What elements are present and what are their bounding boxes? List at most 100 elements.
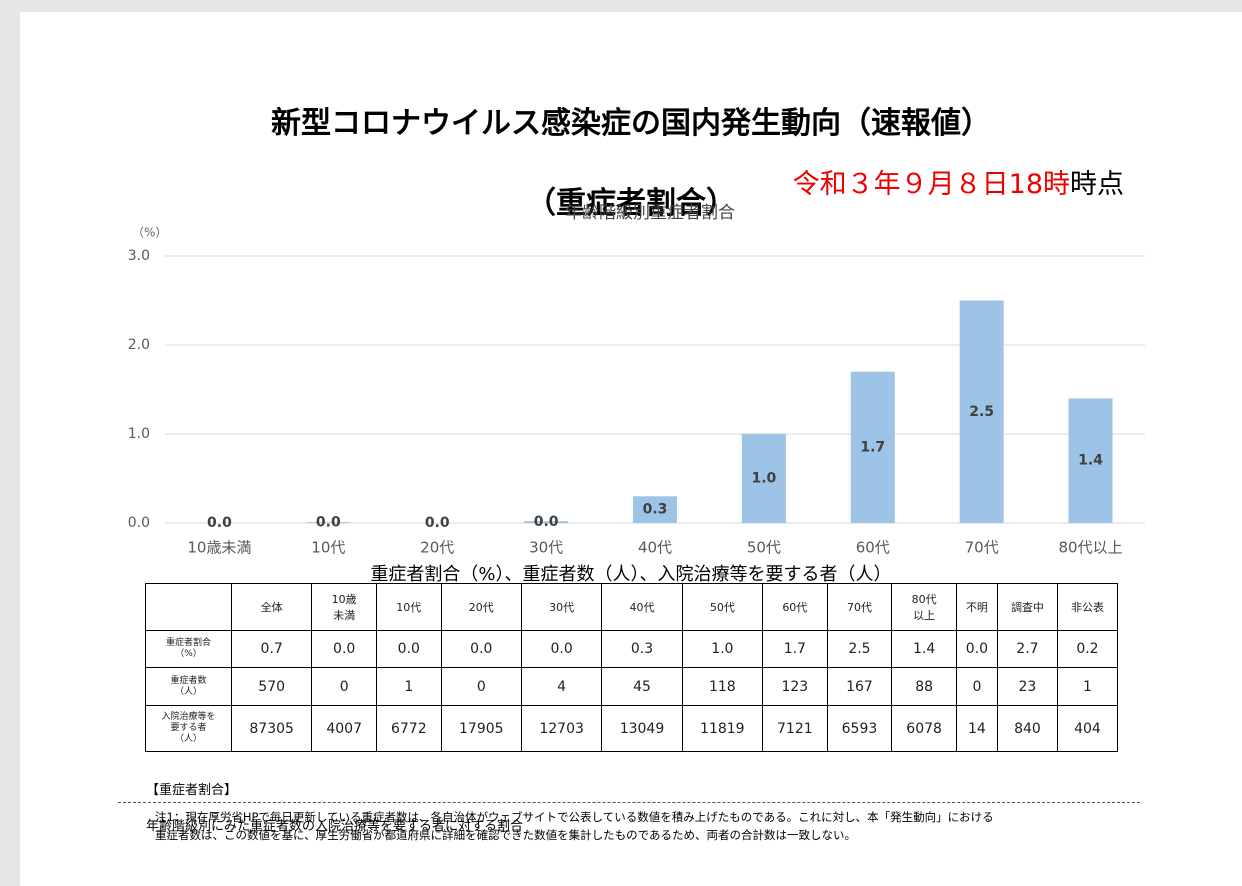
table-cell: 7121	[762, 705, 828, 752]
value-label: 1.7	[860, 439, 885, 455]
note: 注1：現在厚労省HPで毎日更新している重症者数は、各自治体がウェブサイトで公表し…	[155, 810, 994, 842]
x-tick-label: 30代	[529, 539, 563, 557]
y-tick-label: 3.0	[128, 248, 150, 264]
title-line: （重症者割合）	[526, 186, 736, 221]
table-cell: 118	[681, 667, 764, 706]
table-cell: 0.0	[520, 630, 603, 668]
chart: 年齢階級別重症者割合 （%） 0.0 1.0 2.0 3.0 10歳未満 0.0 10代 0.0 2…	[128, 203, 1145, 557]
table-cell: 167	[826, 667, 893, 706]
table-cell: 0	[440, 667, 522, 706]
table-cell: 570	[230, 667, 313, 706]
table-cell: 2.7	[996, 630, 1058, 668]
table-cell: 40代	[601, 583, 683, 631]
bar	[959, 300, 1004, 523]
table-cell: 0	[311, 667, 377, 706]
table-cell: 1.0	[681, 630, 764, 668]
x-tick-label: 80代以上	[1059, 539, 1123, 557]
table-cell: 13049	[601, 705, 683, 752]
table-row: 入院治療等を 要する者 （人） 87305 4007 6772 17905 12703 13…	[145, 705, 1119, 752]
x-tick-label: 60代	[856, 539, 890, 557]
table-cell: 全体	[230, 583, 313, 631]
chart-title: 年齢階級別重症者割合	[565, 203, 735, 223]
x-tick-label: 50代	[747, 539, 781, 557]
value-label: 1.4	[1078, 453, 1103, 469]
table-cell: 2.5	[826, 630, 893, 668]
x-tick-label: 70代	[965, 539, 999, 557]
y-tick-label: 1.0	[128, 426, 150, 442]
table-cell: 4	[520, 667, 603, 706]
table-cell: 123	[762, 667, 828, 706]
table-cell: 0	[955, 667, 998, 706]
x-tick-label: 20代	[420, 539, 454, 557]
value-label: 0.0	[207, 515, 232, 531]
table-cell: 30代	[520, 583, 603, 631]
table-row: 全体 10歳 未満 10代 20代 30代 40代 50代 60代 70代 80代 以上 不明 調査中…	[145, 583, 1119, 631]
date-text: 令和３年９月８日18時	[792, 169, 1070, 200]
value-label: 0.3	[643, 502, 668, 518]
table-cell: 非公表	[1056, 583, 1119, 631]
data-table: 全体 10歳 未満 10代 20代 30代 40代 50代 60代 70代 80代 以上 不明 調査中…	[145, 583, 1119, 752]
table-cell: 1.7	[762, 630, 828, 668]
value-label: 0.0	[425, 515, 450, 531]
y-unit: （%）	[132, 226, 167, 240]
table-cell: 0.0	[955, 630, 998, 668]
table-cell: 6078	[891, 705, 957, 752]
table-cell: 1	[375, 667, 442, 706]
table-cell: 重症者数 （人）	[145, 667, 232, 706]
table-cell: 88	[891, 667, 957, 706]
table-cell: 17905	[440, 705, 522, 752]
table-cell: 0.3	[601, 630, 683, 668]
table-cell: 調査中	[996, 583, 1058, 631]
table-cell: 0.0	[311, 630, 377, 668]
table-row: 重症者割合 （%） 0.7 0.0 0.0 0.0 0.0 0.3 1.0 1.7 2.5 1.4 0…	[145, 630, 1119, 668]
page: 新型コロナウイルス感染症の国内発生動向（速報値） （重症者割合） 令和３年９月８…	[20, 12, 1242, 886]
table-cell: 0.2	[1056, 630, 1119, 668]
bar	[306, 522, 351, 523]
bar	[1068, 398, 1113, 523]
date-suffix: 時点	[1070, 169, 1124, 200]
table-cell: 6772	[375, 705, 442, 752]
x-tick-label: 10代	[311, 539, 345, 557]
table-cell: 20代	[440, 583, 522, 631]
table-cell: 10代	[375, 583, 442, 631]
x-tick-label: 40代	[638, 539, 672, 557]
title: 新型コロナウイルス感染症の国内発生動向（速報値） （重症者割合）	[20, 64, 1242, 264]
table-cell	[145, 583, 232, 631]
value-label: 0.0	[316, 515, 341, 531]
table-cell: 87305	[230, 705, 313, 752]
table-cell: 0.0	[375, 630, 442, 668]
table-cell: 1.4	[891, 630, 957, 668]
table-cell: 重症者割合 （%）	[145, 630, 232, 668]
date: 令和３年９月８日18時時点	[793, 162, 1124, 201]
value-label: 0.0	[534, 514, 559, 530]
table-cell: 10歳 未満	[311, 583, 377, 631]
table-title: 重症者割合（%）、重症者数（人）、入院治療等を要する者（人）	[370, 564, 892, 585]
table-cell: 入院治療等を 要する者 （人）	[145, 705, 232, 752]
bar	[633, 496, 677, 523]
table-cell: 50代	[681, 583, 764, 631]
table-cell: 23	[996, 667, 1058, 706]
table-cell: 70代	[826, 583, 893, 631]
definition-heading: 【重症者割合】	[146, 783, 238, 798]
table-cell: 80代 以上	[891, 583, 957, 631]
bar	[524, 521, 569, 523]
value-label: 2.5	[969, 404, 994, 420]
table-cell: 0.7	[230, 630, 313, 668]
table-cell: 404	[1056, 705, 1119, 752]
bar	[850, 371, 895, 523]
table-cell: 6593	[826, 705, 893, 752]
x-tick-label: 10歳未満	[187, 539, 251, 557]
table-cell: 11819	[681, 705, 764, 752]
table-cell: 840	[996, 705, 1058, 752]
table-cell: 4007	[311, 705, 377, 752]
table-cell: 14	[955, 705, 998, 752]
table-cell: 1	[1056, 667, 1119, 706]
table-cell: 45	[601, 667, 683, 706]
table-cell: 0.0	[440, 630, 522, 668]
title-line: 新型コロナウイルス感染症の国内発生動向（速報値）	[271, 106, 991, 141]
table-cell: 60代	[762, 583, 828, 631]
separator	[118, 802, 1140, 803]
bar	[741, 434, 786, 523]
table-cell: 12703	[520, 705, 603, 752]
y-tick-label: 2.0	[128, 337, 150, 353]
